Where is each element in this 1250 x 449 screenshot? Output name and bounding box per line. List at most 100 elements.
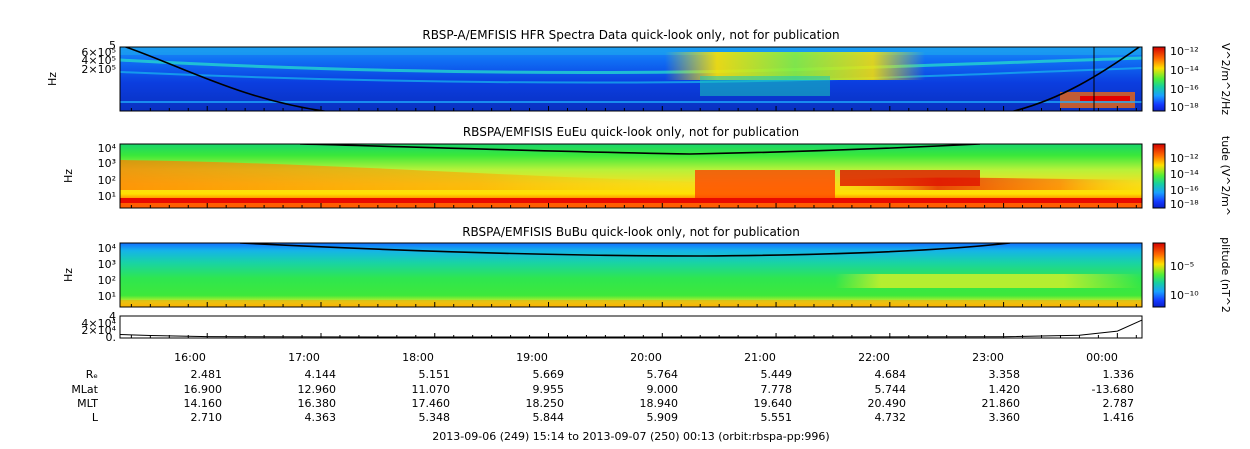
ephemeris-value: 9.000: [647, 383, 679, 396]
ephemeris-value: 5.744: [875, 383, 907, 396]
bubu-ytick: 10⁴: [98, 242, 117, 255]
eueu-ytick: 10³: [98, 157, 116, 170]
hfr-cbar-label: V^2/m^2/Hz: [1219, 43, 1232, 115]
hfr-cbar-tick: 10⁻¹⁸: [1170, 101, 1199, 114]
time-label: 23:00: [972, 351, 1004, 364]
ephemeris-value: 5.551: [761, 411, 793, 424]
eueu-panel-title: RBSPA/EMFISIS EuEu quick-look only, not …: [463, 125, 799, 139]
line-ytick: 4: [109, 310, 116, 323]
ephemeris-value: 11.070: [412, 383, 451, 396]
bubu-panel: RBSPA/EMFISIS BuBu quick-look only, not …: [62, 225, 1232, 313]
ephemeris-value: 4.684: [875, 368, 907, 381]
ephemeris-value: 4.363: [305, 411, 337, 424]
ephemeris-value: 19.640: [754, 397, 793, 410]
ephemeris-value: 5.764: [647, 368, 679, 381]
time-label: 20:00: [630, 351, 662, 364]
ephemeris-value: 3.360: [989, 411, 1021, 424]
ephemeris-value: -13.680: [1092, 383, 1134, 396]
time-label: 19:00: [516, 351, 548, 364]
eueu-cbar-tick: 10⁻¹⁸: [1170, 198, 1199, 211]
ephemeris-value: 7.778: [761, 383, 793, 396]
ephemeris-value: 9.955: [533, 383, 565, 396]
eueu-ytick: 10²: [98, 174, 116, 187]
time-range-footer: 2013-09-06 (249) 15:14 to 2013-09-07 (25…: [432, 430, 829, 443]
bubu-colorbar: [1152, 242, 1166, 308]
ephemeris-values: 2.481 4.144 5.151 5.669 5.764 5.449 4.684 3.358…: [184, 368, 1135, 424]
ephemeris-row-label: L: [92, 411, 99, 424]
eueu-spectrogram: [120, 144, 1142, 208]
ephemeris-row-label: Rₑ: [86, 368, 98, 381]
eueu-cbar-tick: 10⁻¹⁶: [1170, 184, 1199, 197]
ephemeris-value: 18.940: [640, 397, 679, 410]
ephemeris-value: 4.144: [305, 368, 337, 381]
bubu-spectrogram: [120, 243, 1142, 307]
hfr-ytick: 2×10⁵: [81, 63, 116, 76]
ephemeris-value: 12.960: [298, 383, 337, 396]
bubu-ytick: 10¹: [98, 290, 116, 303]
ephemeris-labels: Rₑ MLat MLT L: [71, 368, 99, 424]
hfr-panel-title: RBSP-A/EMFISIS HFR Spectra Data quick-lo…: [422, 28, 839, 42]
hfr-cbar-tick: 10⁻¹⁴: [1170, 64, 1199, 77]
ephemeris-value: 5.151: [419, 368, 451, 381]
hfr-cbar-tick: 10⁻¹²: [1170, 45, 1199, 58]
ephemeris-value: 18.250: [526, 397, 565, 410]
bubu-cbar-tick: 10⁻¹⁰: [1170, 289, 1199, 302]
ephemeris-value: 5.844: [533, 411, 565, 424]
ephemeris-value: 3.358: [989, 368, 1021, 381]
bubu-panel-title: RBSPA/EMFISIS BuBu quick-look only, not …: [462, 225, 800, 239]
ephemeris-value: 1.416: [1103, 411, 1135, 424]
ephemeris-value: 2.710: [191, 411, 223, 424]
eueu-ytick: 10⁴: [98, 142, 117, 155]
ephemeris-row-label: MLat: [71, 383, 98, 396]
eueu-ytick: 10¹: [98, 190, 116, 203]
hfr-panel: RBSP-A/EMFISIS HFR Spectra Data quick-lo…: [46, 28, 1232, 115]
ephemeris-value: 5.909: [647, 411, 679, 424]
ephemeris-value: 2.787: [1103, 397, 1135, 410]
hfr-colorbar: [1152, 46, 1166, 112]
bubu-ytick: 10²: [98, 274, 116, 287]
eueu-cbar-tick: 10⁻¹⁴: [1170, 168, 1199, 181]
ephemeris-value: 5.449: [761, 368, 793, 381]
hfr-ytick: 4×10⁵: [81, 54, 116, 67]
line-ytick: 0.: [106, 331, 117, 344]
time-label: 16:00: [174, 351, 206, 364]
ephemeris-value: 20.490: [868, 397, 907, 410]
time-label: 00:00: [1086, 351, 1118, 364]
eueu-cbar-label: tude (V^2/m^: [1219, 136, 1232, 216]
bubu-cbar-tick: 10⁻⁵: [1170, 260, 1194, 273]
line-ytick: 2×10⁴: [81, 324, 116, 337]
bubu-ylabel: Hz: [62, 268, 75, 282]
eueu-colorbar: [1152, 143, 1166, 209]
ephemeris-value: 5.348: [419, 411, 451, 424]
hfr-cbar-tick: 10⁻¹⁶: [1170, 83, 1199, 96]
bubu-cbar-label: plitude (nT^2: [1219, 237, 1232, 313]
time-label: 17:00: [288, 351, 320, 364]
ephemeris-row-label: MLT: [77, 397, 98, 410]
ephemeris-value: 21.860: [982, 397, 1021, 410]
ephemeris-value: 16.900: [184, 383, 223, 396]
line-ytick: 4×10⁴: [81, 317, 116, 330]
time-label: 22:00: [858, 351, 890, 364]
eueu-panel: RBSPA/EMFISIS EuEu quick-look only, not …: [62, 125, 1232, 216]
hfr-ytick: 5: [109, 39, 116, 52]
eueu-cbar-tick: 10⁻¹²: [1170, 152, 1199, 165]
ephemeris-value: 5.669: [533, 368, 565, 381]
ephemeris-value: 4.732: [875, 411, 907, 424]
time-axis-ticks: [130, 106, 1137, 338]
time-label: 18:00: [402, 351, 434, 364]
ephemeris-value: 1.336: [1103, 368, 1135, 381]
ephemeris-value: 1.420: [989, 383, 1021, 396]
ephemeris-value: 16.380: [298, 397, 337, 410]
hfr-ytick: 6×10⁵: [81, 46, 116, 59]
hfr-spectrogram: [120, 47, 1142, 111]
eueu-ylabel: Hz: [62, 169, 75, 183]
bubu-ytick: 10³: [98, 258, 116, 271]
line-panel: 4 4×10⁴ 2×10⁴ 0.: [81, 310, 1143, 344]
ephemeris-value: 2.481: [191, 368, 223, 381]
ephemeris-value: 17.460: [412, 397, 451, 410]
time-label: 21:00: [744, 351, 776, 364]
hfr-ylabel: Hz: [46, 72, 59, 86]
ephemeris-value: 14.160: [184, 397, 223, 410]
time-axis-labels: 16:00 17:00 18:00 19:00 20:00 21:00 22:0…: [174, 351, 1118, 364]
